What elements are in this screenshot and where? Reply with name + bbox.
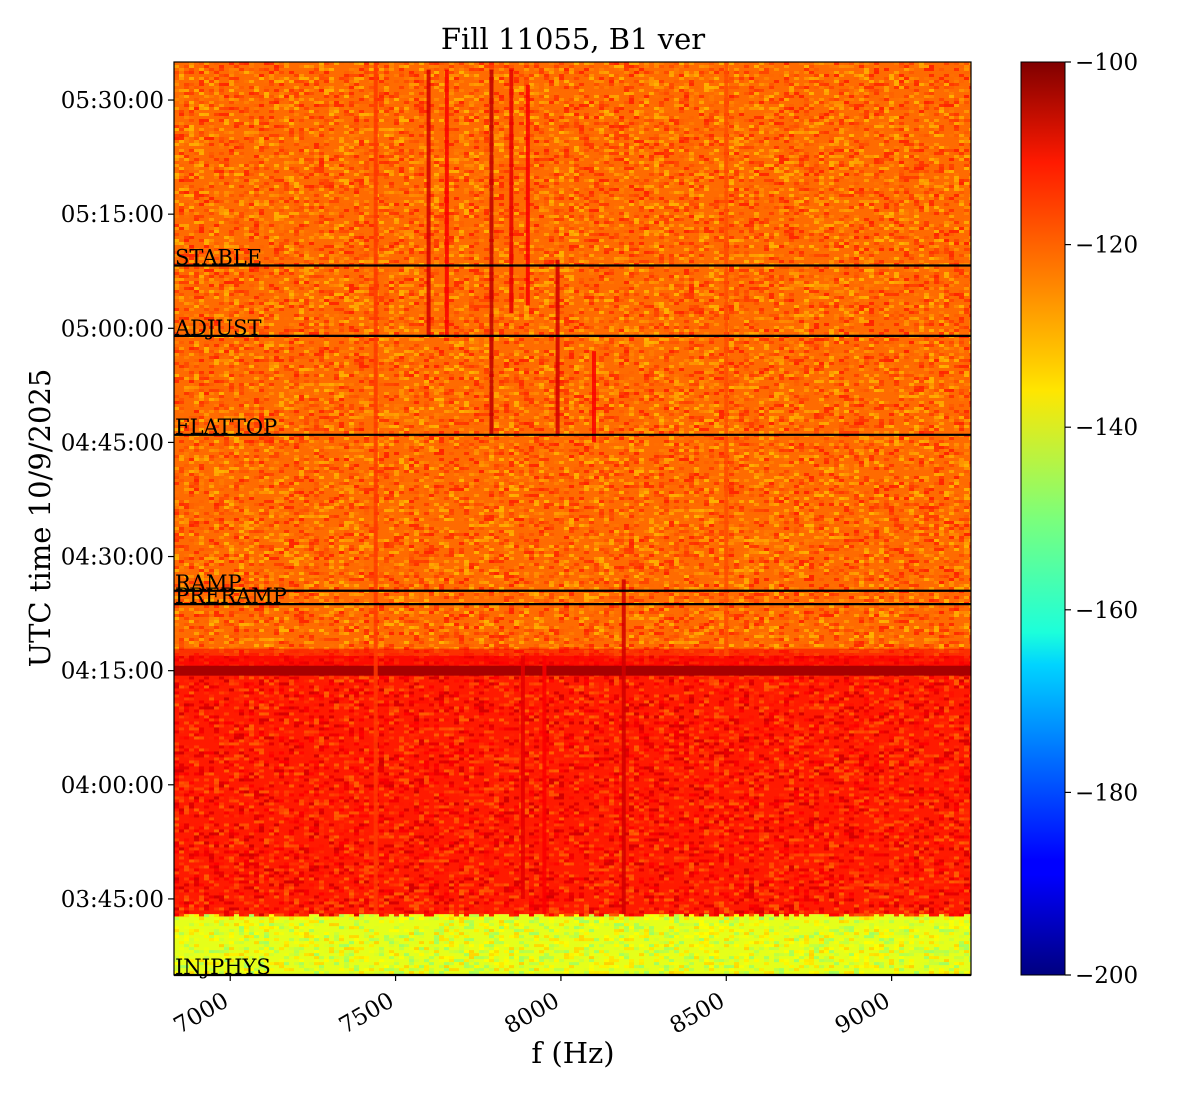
spectral-line — [521, 655, 525, 898]
spectral-line — [374, 62, 378, 914]
colorbar-tick-label: −200 — [1075, 963, 1138, 989]
phase-label: RAMP — [175, 571, 242, 595]
x-tick-label: 7500 — [335, 988, 399, 1040]
y-tick-label: 04:00:00 — [61, 773, 164, 799]
spectral-line — [542, 655, 546, 914]
y-tick-label: 04:30:00 — [61, 545, 164, 571]
y-axis-ticks: 03:45:00 04:00:00 04:15:00 04:30:00 04:45:00… — [61, 88, 174, 913]
y-tick-label: 05:30:00 — [61, 88, 164, 114]
spectrogram-heatmap — [174, 62, 974, 977]
y-tick-label: 03:45:00 — [61, 887, 164, 913]
spectral-line — [509, 70, 513, 313]
colorbar-tick-label: −140 — [1075, 415, 1138, 441]
x-tick-label: 9000 — [831, 988, 895, 1040]
phase-label: STABLE — [175, 246, 262, 270]
strong-band — [174, 666, 971, 676]
spectral-line — [489, 70, 493, 435]
spectral-line — [427, 70, 431, 336]
phase-label: FLATTOP — [175, 415, 277, 439]
colorbar-tick-label: −160 — [1075, 598, 1138, 624]
x-tick-label: 8500 — [666, 988, 730, 1040]
colorbar-ticks: −100 −120 −140 −160 −180 −200 — [1065, 50, 1138, 989]
spectral-line — [592, 351, 596, 442]
spectral-line — [526, 85, 530, 306]
x-axis-ticks: 7000 7500 8000 8500 9000 — [170, 975, 895, 1039]
colorbar-tick-label: −180 — [1075, 780, 1138, 806]
y-tick-label: 04:15:00 — [61, 659, 164, 685]
colorbar-tick-label: −100 — [1075, 50, 1138, 76]
x-tick-label: 7000 — [170, 988, 234, 1040]
y-tick-label: 05:15:00 — [61, 202, 164, 228]
x-tick-label: 8000 — [500, 988, 564, 1040]
colorbar-tick-label: −120 — [1075, 233, 1138, 259]
y-tick-label: 05:00:00 — [61, 316, 164, 342]
colorbar — [1021, 62, 1065, 975]
y-tick-label: 04:45:00 — [61, 430, 164, 456]
spectral-line — [445, 70, 449, 336]
spectral-line — [556, 260, 560, 435]
spectral-line — [724, 62, 728, 655]
phase-label: ADJUST — [174, 316, 262, 340]
spectral-line — [622, 579, 626, 914]
